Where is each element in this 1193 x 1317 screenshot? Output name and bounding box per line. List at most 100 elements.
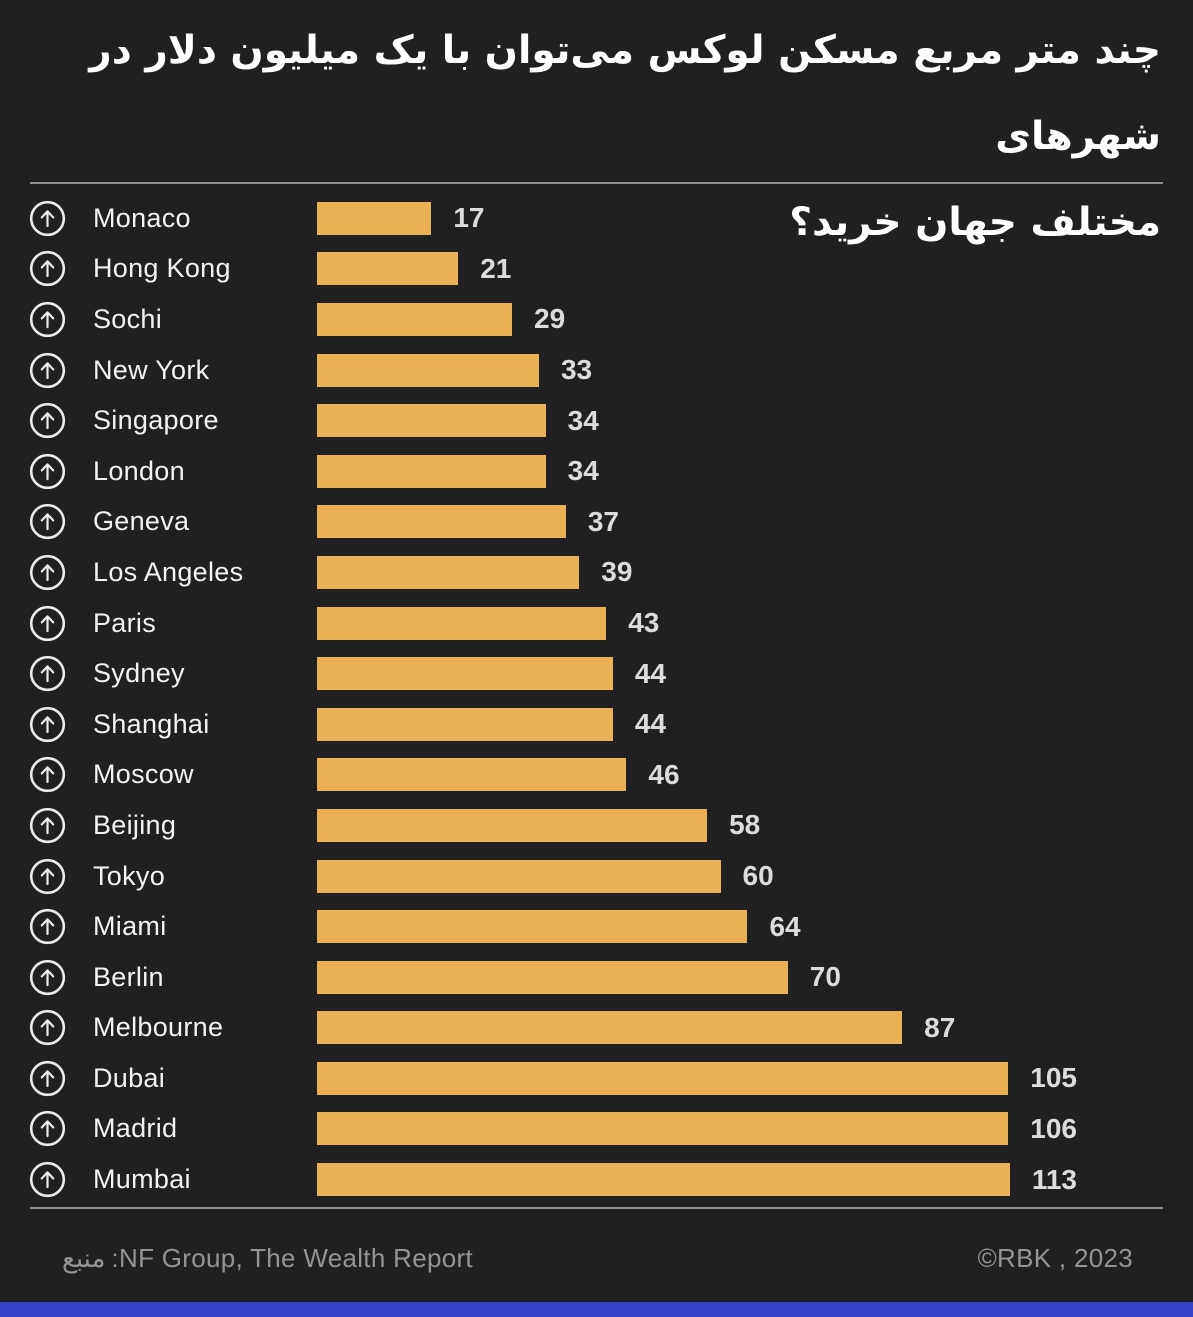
arrow-up-circle-icon (29, 200, 66, 237)
city-label: Los Angeles (93, 556, 244, 587)
value-bar (317, 1061, 1009, 1095)
value-bar (317, 505, 566, 539)
city-label: Singapore (93, 405, 219, 436)
value-bar (317, 1163, 1010, 1197)
arrow-up-circle-icon (29, 858, 66, 895)
value-label: 105 (1030, 1062, 1077, 1094)
bar-track: 39 (317, 555, 1077, 589)
chart-row: Hong Kong 21 (0, 244, 1193, 295)
city-label: Miami (93, 911, 167, 942)
value-label: 39 (601, 556, 633, 588)
arrow-up-circle-icon (29, 655, 66, 692)
arrow-up-circle-icon (29, 908, 66, 945)
value-bar (317, 808, 708, 842)
bar-track: 34 (317, 454, 1077, 488)
city-label: Sochi (93, 303, 163, 334)
arrow-up-circle-icon (29, 402, 66, 439)
chart-title-line1: چند متر مربع مسکن لوکس می‌توان با یک میل… (89, 28, 1161, 159)
value-label: 33 (560, 354, 593, 386)
chart-row: London 34 (0, 446, 1193, 497)
value-label: 106 (1030, 1112, 1077, 1144)
bar-track: 21 (317, 252, 1077, 286)
city-label: Paris (93, 607, 157, 638)
value-bar (317, 454, 546, 488)
city-label: New York (93, 354, 210, 385)
arrow-up-circle-icon (29, 554, 66, 591)
chart-row: Berlin 70 (0, 952, 1193, 1003)
city-label: Tokyo (93, 860, 166, 891)
arrow-up-circle-icon (29, 301, 66, 338)
value-bar (317, 758, 627, 792)
chart-row: Monaco 17 (0, 193, 1193, 244)
chart-title-line2: مختلف جهان خرید؟ (789, 200, 1161, 245)
arrow-up-circle-icon (29, 503, 66, 540)
arrow-up-circle-icon (29, 1009, 66, 1046)
value-bar (317, 404, 546, 438)
bar-track: 58 (317, 808, 1077, 842)
city-label: Melbourne (93, 1012, 224, 1043)
bar-track: 113 (317, 1163, 1077, 1197)
value-label: 29 (534, 303, 566, 335)
bar-track: 29 (317, 302, 1077, 336)
arrow-up-circle-icon (29, 1161, 66, 1198)
footer: منبع :NF Group, The Wealth Report ©RBK ,… (62, 1243, 1133, 1274)
bottom-accent-bar (0, 1302, 1193, 1317)
arrow-up-circle-icon (29, 807, 66, 844)
bar-track: 70 (317, 960, 1077, 994)
value-label: 43 (628, 607, 660, 639)
city-label: Shanghai (93, 708, 210, 739)
value-label: 70 (809, 961, 841, 993)
value-label: 34 (567, 455, 599, 487)
city-label: Monaco (93, 202, 191, 233)
chart-row: Sydney 44 (0, 648, 1193, 699)
value-label: 21 (480, 252, 512, 284)
city-label: Berlin (93, 961, 164, 992)
value-label: 46 (648, 758, 680, 790)
value-bar (317, 707, 613, 741)
arrow-up-circle-icon (29, 352, 66, 389)
value-label: 34 (567, 404, 599, 436)
chart-row: Miami 64 (0, 901, 1193, 952)
arrow-up-circle-icon (29, 1110, 66, 1147)
chart-row: Madrid 106 (0, 1104, 1193, 1155)
arrow-up-circle-icon (29, 1060, 66, 1097)
chart-row: Mumbai 113 (0, 1154, 1193, 1205)
city-label: Madrid (93, 1113, 178, 1144)
chart-row: Moscow 46 (0, 750, 1193, 801)
value-bar (317, 302, 513, 336)
chart-row: Melbourne 87 (0, 1003, 1193, 1054)
value-bar (317, 1112, 1009, 1146)
city-label: Dubai (93, 1062, 166, 1093)
chart-title: چند متر مربع مسکن لوکس می‌توان با یک میل… (30, 8, 1161, 266)
source-label-fa: منبع (62, 1244, 106, 1274)
bottom-divider (30, 1207, 1163, 1209)
chart-row: Singapore 34 (0, 395, 1193, 446)
chart-row: Beijing 58 (0, 800, 1193, 851)
city-label: Beijing (93, 809, 177, 840)
value-label: 113 (1031, 1163, 1077, 1195)
bar-track: 34 (317, 404, 1077, 438)
chart-row: Paris 43 (0, 598, 1193, 649)
bar-track: 43 (317, 606, 1077, 640)
chart-row: Geneva 37 (0, 497, 1193, 548)
bar-track: 44 (317, 657, 1077, 691)
bar-track: 44 (317, 707, 1077, 741)
arrow-up-circle-icon (29, 706, 66, 743)
value-label: 58 (729, 809, 761, 841)
bar-track: 87 (317, 1011, 1077, 1045)
bar-chart: Monaco 17 Hong Kong 21 (0, 193, 1193, 1205)
value-label: 64 (769, 910, 801, 942)
copyright-text: ©RBK , 2023 (977, 1243, 1133, 1273)
top-divider (30, 182, 1163, 184)
city-label: London (93, 455, 185, 486)
value-bar (317, 252, 459, 286)
value-bar (317, 606, 607, 640)
chart-row: Tokyo 60 (0, 851, 1193, 902)
value-bar (317, 960, 788, 994)
value-bar (317, 1011, 903, 1045)
value-bar (317, 555, 580, 589)
city-label: Sydney (93, 658, 185, 689)
bar-track: 37 (317, 505, 1077, 539)
arrow-up-circle-icon (29, 756, 66, 793)
arrow-up-circle-icon (29, 959, 66, 996)
